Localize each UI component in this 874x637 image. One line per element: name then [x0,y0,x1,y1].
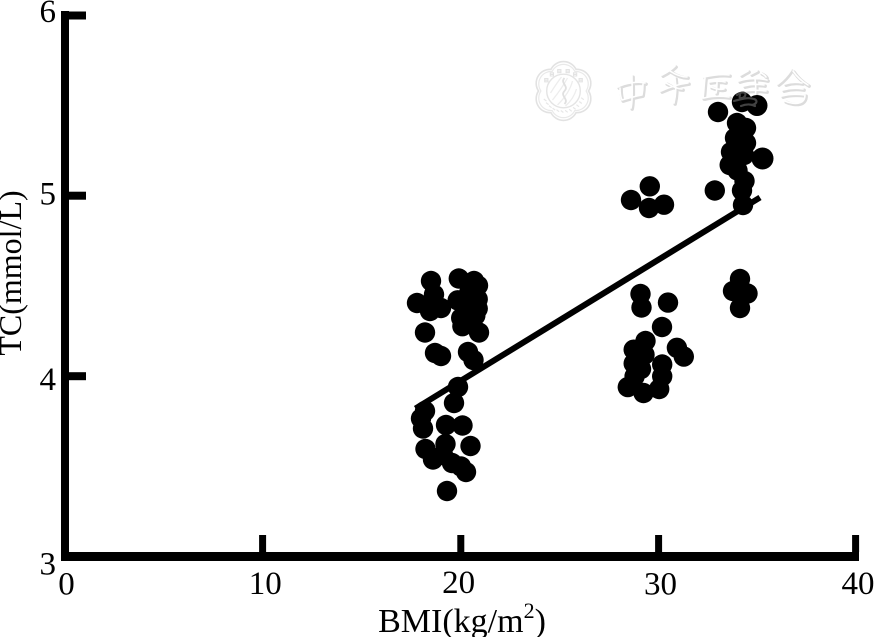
svg-text:3: 3 [40,547,57,583]
svg-text:20: 20 [442,565,475,601]
svg-text:4: 4 [40,362,57,398]
svg-text:0: 0 [58,567,75,603]
svg-text:10: 10 [249,566,282,602]
svg-text:5: 5 [40,177,57,213]
svg-text:30: 30 [644,567,677,603]
svg-text:6: 6 [40,0,57,30]
svg-text:40: 40 [842,566,874,602]
svg-text:BMI(kg/m2): BMI(kg/m2) [378,598,546,637]
svg-text:TC(mmol/L): TC(mmol/L) [0,190,28,355]
